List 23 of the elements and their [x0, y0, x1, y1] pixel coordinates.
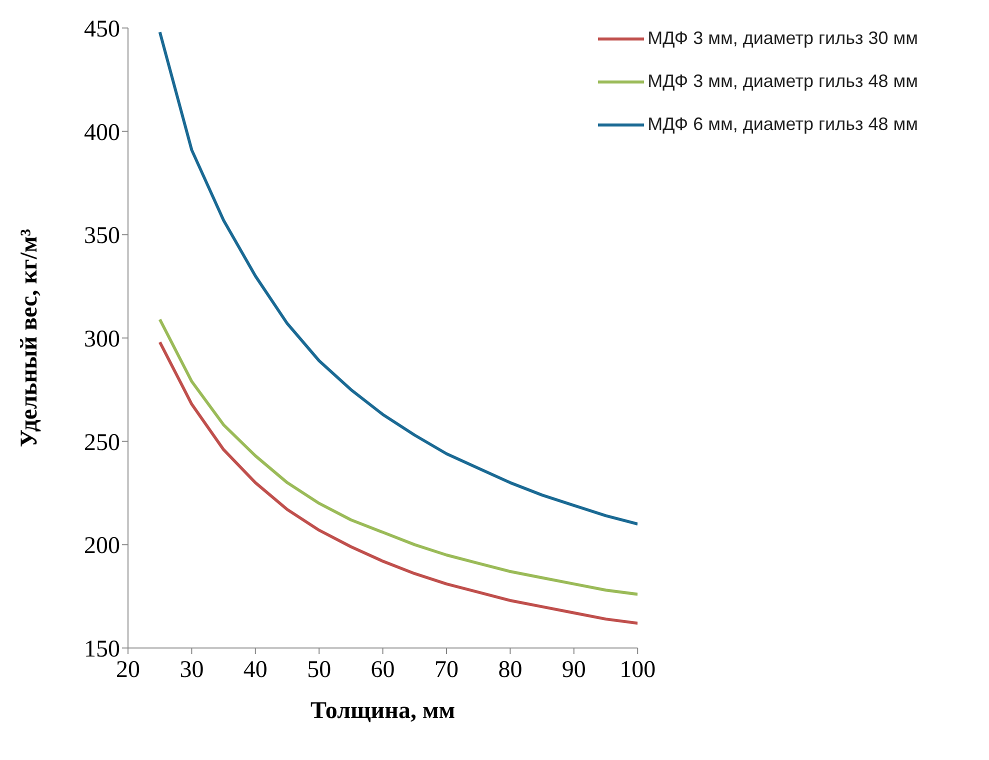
legend-label: МДФ 3 мм, диаметр гильз 48 мм	[648, 71, 918, 92]
legend-label: МДФ 6 мм, диаметр гильз 48 мм	[648, 114, 918, 135]
y-tick-label: 400	[84, 120, 120, 146]
line-series	[158, 30, 638, 526]
x-tick-label: 60	[370, 657, 395, 684]
y-tick-label: 450	[84, 16, 120, 43]
x-tick-label: 90	[562, 657, 586, 684]
line-series	[158, 318, 638, 596]
x-tick-label: 20	[116, 657, 140, 684]
y-tick-label: 300	[84, 326, 120, 353]
x-tick-label: 70	[434, 657, 459, 684]
x-tick-label: 40	[243, 657, 268, 684]
y-tick-label: 200	[84, 533, 120, 560]
x-tick-label: 50	[307, 657, 332, 684]
x-axis-title: Толщина, мм	[310, 698, 456, 724]
line-series	[158, 340, 638, 625]
x-tick-label: 30	[180, 657, 204, 684]
x-tick-label: 80	[498, 657, 522, 684]
y-tick-label: 250	[84, 430, 120, 456]
y-tick-label: 350	[84, 223, 120, 250]
y-axis-title: Удельный вес, кг/м³	[16, 228, 43, 448]
legend-label: МДФ 3 мм, диаметр гильз 30 мм	[648, 28, 918, 49]
x-tick-label: 100	[620, 657, 656, 684]
